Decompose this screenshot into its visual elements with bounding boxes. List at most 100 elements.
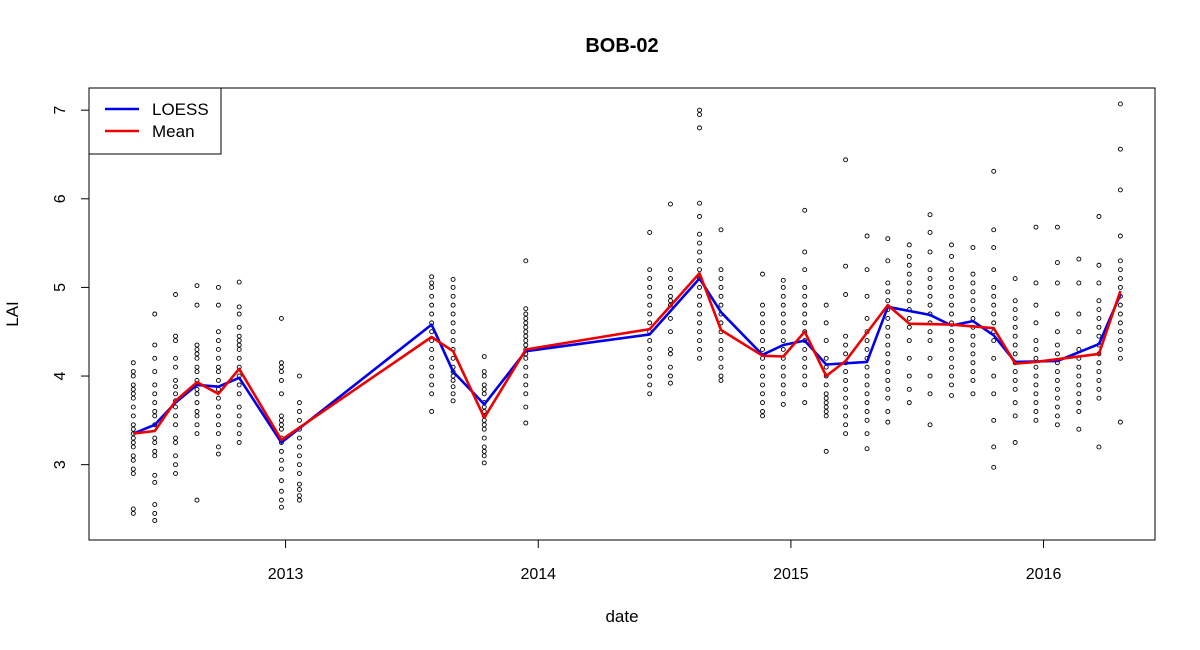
y-tick-label: 7	[52, 106, 69, 115]
data-point	[1096, 369, 1102, 375]
data-point	[647, 276, 653, 281]
data-point	[278, 488, 284, 494]
data-point	[864, 409, 870, 414]
data-point	[885, 378, 891, 383]
data-point	[173, 378, 178, 383]
data-point	[450, 378, 456, 383]
data-point	[802, 347, 808, 352]
data-point	[236, 355, 242, 361]
data-point	[296, 409, 302, 414]
data-point	[1076, 373, 1082, 379]
data-point	[970, 271, 976, 277]
data-point	[949, 393, 954, 398]
data-point	[843, 386, 849, 392]
data-point	[802, 207, 808, 213]
data-point	[1096, 324, 1102, 330]
data-point	[450, 284, 456, 290]
data-point	[236, 404, 242, 410]
data-point	[1033, 400, 1039, 406]
data-point	[173, 391, 178, 397]
data-point	[1033, 409, 1039, 414]
data-point	[802, 373, 808, 379]
data-point	[718, 267, 724, 273]
data-point	[429, 284, 435, 290]
data-point	[152, 440, 158, 445]
data-point	[481, 426, 487, 432]
data-point	[885, 342, 891, 348]
data-point	[885, 409, 891, 414]
data-point	[1033, 338, 1039, 344]
data-point	[843, 157, 849, 163]
data-point	[130, 506, 136, 512]
data-point	[194, 347, 200, 352]
data-point	[1012, 315, 1018, 321]
data-point	[278, 478, 284, 484]
data-point	[1076, 280, 1082, 286]
data-point	[173, 462, 178, 468]
data-point	[1054, 311, 1060, 317]
data-point	[991, 373, 997, 379]
data-point	[949, 364, 954, 370]
data-point	[949, 267, 954, 273]
data-point	[906, 400, 912, 406]
data-point	[173, 292, 178, 297]
data-point	[1054, 404, 1060, 410]
data-point	[823, 448, 829, 454]
data-point	[173, 364, 178, 370]
data-point	[296, 453, 302, 459]
data-point	[780, 284, 786, 290]
data-point	[718, 276, 724, 281]
data-point	[173, 384, 178, 390]
data-point	[278, 426, 284, 432]
data-point	[718, 284, 724, 290]
data-point	[173, 413, 178, 419]
data-point	[991, 302, 997, 308]
data-point	[668, 298, 673, 304]
data-point	[1033, 302, 1039, 308]
data-point	[152, 409, 158, 414]
data-point	[1117, 329, 1123, 335]
data-point	[296, 435, 302, 441]
data-point	[296, 417, 302, 423]
data-point	[296, 487, 302, 492]
data-point	[885, 360, 891, 366]
data-point	[991, 168, 997, 174]
data-point	[970, 342, 976, 348]
data-point	[236, 311, 242, 317]
data-point	[697, 320, 702, 326]
data-point	[760, 311, 765, 317]
data-point	[296, 462, 302, 468]
data-point	[130, 444, 136, 450]
data-point	[697, 347, 702, 352]
data-point	[802, 293, 808, 299]
data-point	[130, 360, 136, 366]
data-point	[760, 271, 765, 277]
data-point	[1117, 347, 1123, 352]
data-point	[718, 338, 724, 344]
data-point	[523, 382, 529, 388]
data-point	[1033, 373, 1039, 379]
data-point	[843, 404, 849, 410]
data-point	[278, 360, 284, 366]
data-point	[215, 431, 221, 437]
data-point	[718, 355, 724, 361]
data-point	[927, 355, 933, 361]
data-point	[194, 355, 200, 361]
data-point	[429, 274, 435, 280]
data-point	[152, 448, 158, 454]
data-point	[1033, 355, 1039, 361]
data-point	[194, 283, 200, 289]
data-point	[1054, 413, 1060, 419]
data-point	[885, 395, 891, 401]
data-point	[429, 391, 435, 397]
data-point	[780, 373, 786, 379]
data-point	[152, 369, 158, 375]
data-point	[523, 342, 529, 348]
data-point	[906, 253, 912, 259]
data-point	[173, 338, 178, 344]
data-point	[780, 302, 786, 308]
data-point	[780, 338, 786, 344]
data-point	[843, 333, 849, 339]
data-point	[718, 227, 724, 233]
